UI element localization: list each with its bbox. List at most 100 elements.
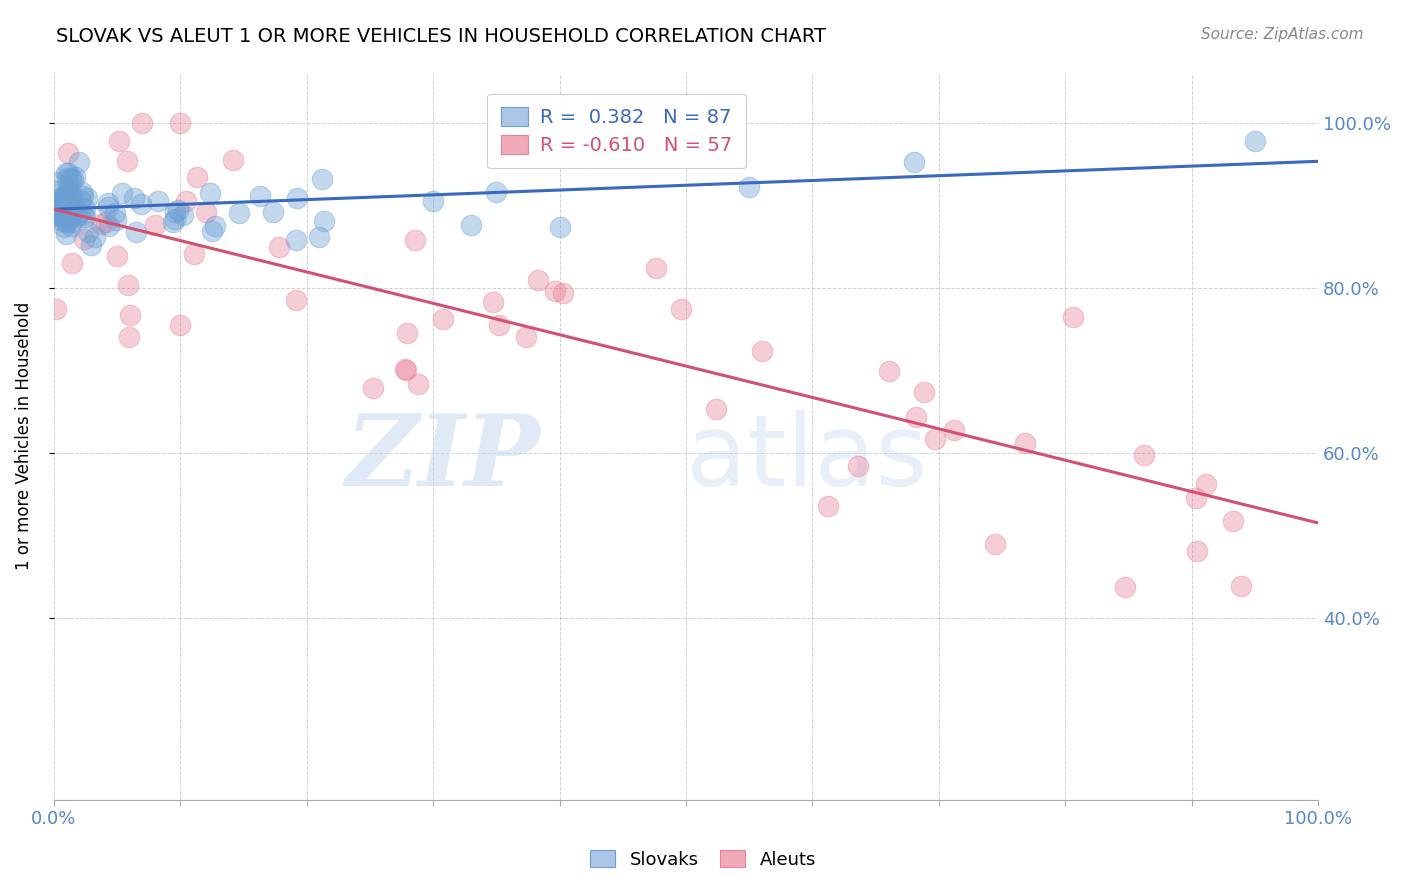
Point <box>146 194 169 208</box>
Point <box>544 284 567 298</box>
Point <box>59 215 82 229</box>
Point <box>56 214 79 228</box>
Point <box>817 500 839 514</box>
Point <box>284 233 307 247</box>
Point <box>163 212 186 227</box>
Point <box>48 209 70 223</box>
Point <box>69 205 91 219</box>
Point <box>169 115 191 129</box>
Point <box>117 154 139 169</box>
Point <box>105 212 128 227</box>
Point <box>59 170 82 185</box>
Point <box>124 225 146 239</box>
Point <box>287 191 309 205</box>
Point <box>1185 491 1208 506</box>
Point <box>129 196 152 211</box>
Point <box>262 205 284 219</box>
Point <box>51 194 73 208</box>
Point <box>67 154 90 169</box>
Point <box>183 247 205 261</box>
Legend: Slovaks, Aleuts: Slovaks, Aleuts <box>582 843 824 876</box>
Point <box>249 188 271 202</box>
Point <box>90 217 112 231</box>
Point <box>59 219 82 233</box>
Point <box>56 180 79 194</box>
Point <box>66 210 89 224</box>
Point <box>122 191 145 205</box>
Point <box>903 155 925 169</box>
Point <box>167 203 190 218</box>
Point <box>117 277 139 292</box>
Point <box>751 343 773 358</box>
Point <box>118 329 141 343</box>
Point <box>143 218 166 232</box>
Point <box>56 170 79 185</box>
Point <box>97 196 120 211</box>
Point <box>201 224 224 238</box>
Point <box>84 230 107 244</box>
Point <box>163 205 186 219</box>
Point <box>548 220 571 235</box>
Point <box>738 179 761 194</box>
Point <box>55 215 77 229</box>
Point <box>308 230 330 244</box>
Point <box>527 273 550 287</box>
Point <box>644 260 666 275</box>
Point <box>269 240 291 254</box>
Point <box>53 195 76 210</box>
Point <box>62 172 84 186</box>
Point <box>311 172 333 186</box>
Point <box>1222 514 1244 528</box>
Point <box>73 232 96 246</box>
Point <box>49 195 72 210</box>
Point <box>49 191 72 205</box>
Point <box>56 184 79 198</box>
Point <box>70 185 93 199</box>
Point <box>515 330 537 344</box>
Point <box>228 206 250 220</box>
Point <box>704 401 727 416</box>
Point <box>107 134 129 148</box>
Point <box>44 199 66 213</box>
Point <box>1244 134 1267 148</box>
Point <box>162 215 184 229</box>
Point <box>97 201 120 215</box>
Point <box>1133 448 1156 462</box>
Y-axis label: 1 or more Vehicles in Household: 1 or more Vehicles in Household <box>15 302 32 570</box>
Point <box>60 255 83 269</box>
Point <box>72 189 94 203</box>
Point <box>73 210 96 224</box>
Point <box>174 194 197 209</box>
Point <box>111 186 134 200</box>
Point <box>53 219 76 234</box>
Point <box>222 153 245 167</box>
Point <box>45 208 67 222</box>
Point <box>1114 580 1136 594</box>
Point <box>488 318 510 332</box>
Point <box>131 115 153 129</box>
Point <box>55 227 77 242</box>
Point <box>56 145 79 160</box>
Point <box>198 186 221 200</box>
Point <box>460 218 482 232</box>
Point <box>58 194 80 208</box>
Text: Source: ZipAtlas.com: Source: ZipAtlas.com <box>1201 27 1364 42</box>
Point <box>846 459 869 474</box>
Point <box>55 166 77 180</box>
Point <box>48 202 70 216</box>
Point <box>59 192 82 206</box>
Point <box>97 219 120 234</box>
Point <box>44 184 66 198</box>
Point <box>58 211 80 226</box>
Point <box>1062 310 1084 324</box>
Point <box>404 233 426 247</box>
Point <box>51 199 73 213</box>
Point <box>551 285 574 300</box>
Point <box>984 537 1007 551</box>
Point <box>72 207 94 221</box>
Point <box>1229 579 1251 593</box>
Point <box>172 208 194 222</box>
Point <box>284 293 307 308</box>
Point <box>361 381 384 395</box>
Point <box>169 318 191 332</box>
